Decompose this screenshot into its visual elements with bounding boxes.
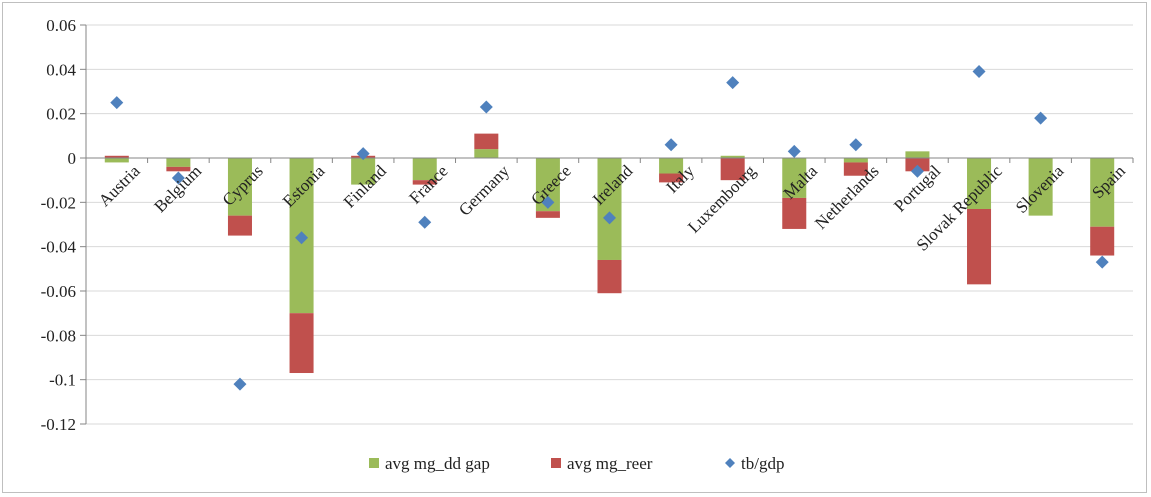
y-tick-label: 0.02 <box>46 105 76 124</box>
tb-gdp-marker <box>1034 111 1048 125</box>
y-tick-label: -0.12 <box>41 415 76 434</box>
bar-segment-reer <box>659 173 684 183</box>
tb-gdp-marker <box>233 377 247 391</box>
bar-segment-dd-gap <box>782 158 807 198</box>
y-tick-label: -0.08 <box>41 326 76 345</box>
bar-segment-reer <box>905 158 930 172</box>
bar-segment-reer <box>104 155 129 158</box>
category-label: Germany <box>455 161 514 220</box>
tb-gdp-marker <box>541 195 555 209</box>
bar-segment-dd-gap <box>351 158 376 185</box>
tb-gdp-marker <box>479 100 493 114</box>
bar-segment-reer <box>1090 226 1115 256</box>
bar-layer <box>104 133 1115 374</box>
tb-gdp-marker <box>726 76 740 90</box>
legend-label: tb/gdp <box>741 454 784 473</box>
bar-segment-dd-gap <box>412 158 437 181</box>
bar-segment-reer <box>782 197 807 229</box>
tb-gdp-marker <box>171 171 185 185</box>
tb-gdp-marker <box>295 231 309 245</box>
category-label: Austria <box>95 161 144 210</box>
bar-segment-reer <box>289 313 314 374</box>
bar-segment-dd-gap <box>720 155 745 158</box>
bar-segment-dd-gap <box>597 158 622 260</box>
y-tick-label: 0 <box>68 149 77 168</box>
tb-gdp-marker <box>849 138 863 152</box>
tb-gdp-marker <box>1095 255 1109 269</box>
tb-gdp-marker <box>972 65 986 79</box>
bar-segment-reer <box>535 211 560 218</box>
y-tick-label: 0.04 <box>46 60 76 79</box>
bar-segment-dd-gap <box>1090 158 1115 227</box>
y-tick-label: 0.06 <box>46 16 76 35</box>
bar-segment-dd-gap <box>905 151 930 158</box>
y-tick-label: -0.02 <box>41 193 76 212</box>
tb-gdp-marker <box>418 215 432 229</box>
bar-segment-reer <box>412 180 437 185</box>
y-tick-label: -0.1 <box>49 371 76 390</box>
tb-gdp-marker <box>664 138 678 152</box>
legend: avg mg_dd gap avg mg_reer tb/gdp <box>369 454 784 473</box>
bar-segment-dd-gap <box>227 158 252 216</box>
bar-segment-reer <box>597 259 622 294</box>
bar-segment-dd-gap <box>1028 158 1053 216</box>
bar-segment-dd-gap <box>166 158 191 167</box>
bar-segment-dd-gap <box>474 149 499 158</box>
tb-gdp-marker <box>910 164 924 178</box>
grid-layer <box>80 24 1133 425</box>
tb-gdp-marker <box>787 144 801 158</box>
legend-label: avg mg_dd gap <box>385 454 490 473</box>
tb-gdp-marker <box>356 147 370 161</box>
y-tick-label: -0.04 <box>41 238 77 257</box>
bar-segment-reer <box>843 162 868 176</box>
bar-segment-dd-gap <box>967 158 992 209</box>
marker-layer <box>110 65 1109 391</box>
legend-swatch <box>369 458 379 468</box>
bar-segment-reer <box>166 166 191 172</box>
y-tick-label: -0.06 <box>41 282 76 301</box>
tb-gdp-marker <box>603 211 616 225</box>
y-axis-tick-labels: 0.06 0.04 0.02 0 -0.02 -0.04 -0.06 -0.08 -0.1 -0.… <box>41 16 77 434</box>
legend-swatch <box>551 458 561 468</box>
tb-gdp-marker <box>110 96 124 110</box>
axis-layer <box>85 25 1134 424</box>
bar-segment-dd-gap <box>104 158 129 163</box>
legend-swatch <box>725 458 735 468</box>
legend-label: avg mg_reer <box>567 454 653 473</box>
chart-svg: 0.06 0.04 0.02 0 -0.02 -0.04 -0.06 -0.08 -0.1 -0.… <box>41 16 1134 473</box>
bar-segment-reer <box>967 208 992 285</box>
bar-segment-reer <box>720 158 745 181</box>
bar-segment-dd-gap <box>843 158 868 163</box>
bar-segment-reer <box>227 215 252 236</box>
bar-segment-dd-gap <box>659 158 684 174</box>
bar-segment-reer <box>474 133 499 150</box>
